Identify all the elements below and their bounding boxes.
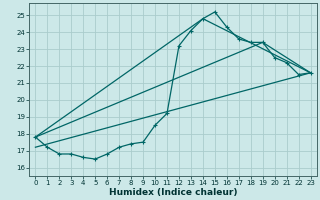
X-axis label: Humidex (Indice chaleur): Humidex (Indice chaleur)	[109, 188, 237, 197]
